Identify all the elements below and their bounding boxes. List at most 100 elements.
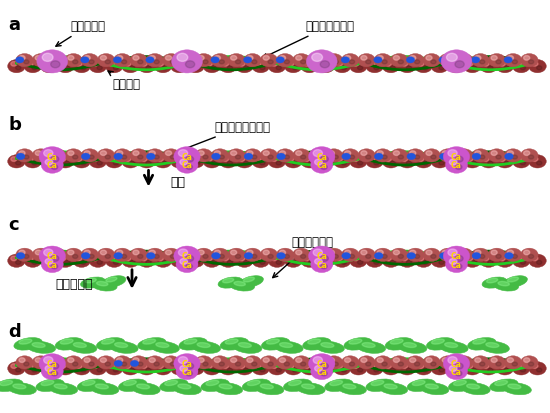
Circle shape — [211, 161, 216, 166]
Circle shape — [385, 62, 392, 67]
Circle shape — [81, 253, 90, 259]
Circle shape — [113, 368, 119, 372]
Circle shape — [146, 253, 155, 259]
Circle shape — [341, 368, 346, 372]
Text: b: b — [8, 116, 21, 134]
Circle shape — [130, 261, 135, 265]
Circle shape — [59, 256, 66, 261]
Text: Ca: Ca — [47, 367, 58, 376]
Circle shape — [174, 157, 180, 162]
Circle shape — [349, 61, 355, 65]
Circle shape — [410, 358, 416, 363]
Circle shape — [320, 256, 326, 261]
Ellipse shape — [214, 383, 243, 395]
Circle shape — [448, 249, 457, 256]
Circle shape — [504, 66, 509, 71]
Circle shape — [19, 251, 25, 255]
Circle shape — [130, 368, 135, 372]
Circle shape — [40, 255, 45, 259]
Circle shape — [439, 261, 444, 265]
Ellipse shape — [60, 339, 73, 344]
Circle shape — [35, 358, 41, 363]
Circle shape — [406, 368, 411, 372]
Circle shape — [398, 156, 404, 160]
Ellipse shape — [218, 278, 243, 288]
Circle shape — [105, 255, 111, 259]
Text: Ca: Ca — [451, 161, 462, 170]
Circle shape — [244, 57, 252, 64]
Circle shape — [398, 254, 416, 268]
Ellipse shape — [114, 343, 128, 348]
Circle shape — [222, 157, 229, 162]
Circle shape — [450, 256, 456, 261]
Circle shape — [439, 253, 448, 259]
Circle shape — [190, 62, 196, 67]
Ellipse shape — [349, 339, 362, 344]
Circle shape — [48, 150, 66, 163]
Circle shape — [186, 362, 192, 366]
Ellipse shape — [233, 342, 262, 354]
Circle shape — [491, 358, 497, 363]
Circle shape — [325, 66, 330, 71]
Circle shape — [24, 362, 42, 375]
Circle shape — [393, 57, 399, 61]
Ellipse shape — [371, 380, 384, 386]
Circle shape — [398, 362, 404, 366]
Circle shape — [309, 147, 335, 167]
Circle shape — [455, 55, 473, 68]
Circle shape — [513, 155, 530, 169]
Circle shape — [483, 256, 489, 261]
Circle shape — [157, 62, 163, 67]
Circle shape — [475, 251, 481, 255]
Circle shape — [450, 62, 456, 67]
Circle shape — [97, 161, 102, 166]
Circle shape — [239, 62, 245, 67]
Circle shape — [174, 364, 180, 368]
Circle shape — [520, 150, 538, 163]
Circle shape — [463, 362, 469, 366]
Circle shape — [504, 161, 509, 166]
Circle shape — [328, 152, 334, 156]
Circle shape — [114, 154, 123, 160]
Circle shape — [398, 60, 416, 74]
Circle shape — [24, 254, 42, 268]
Circle shape — [311, 157, 333, 174]
Ellipse shape — [229, 281, 255, 291]
Circle shape — [358, 150, 375, 163]
Ellipse shape — [338, 383, 366, 395]
Circle shape — [190, 256, 196, 261]
Circle shape — [284, 60, 302, 74]
Circle shape — [179, 55, 196, 68]
Circle shape — [446, 256, 468, 273]
Circle shape — [447, 155, 465, 169]
Circle shape — [146, 368, 151, 372]
Ellipse shape — [92, 281, 117, 291]
Circle shape — [325, 150, 343, 163]
Circle shape — [73, 156, 78, 160]
Circle shape — [496, 362, 501, 366]
Circle shape — [73, 155, 90, 169]
Circle shape — [350, 155, 367, 169]
Circle shape — [195, 66, 200, 71]
Circle shape — [141, 256, 147, 261]
Text: 移動: 移動 — [170, 175, 185, 188]
Circle shape — [186, 165, 192, 170]
Circle shape — [48, 368, 53, 372]
Circle shape — [459, 251, 465, 255]
Text: Ca: Ca — [182, 359, 192, 368]
Circle shape — [276, 261, 282, 265]
Circle shape — [472, 55, 490, 68]
Circle shape — [154, 255, 160, 259]
Circle shape — [496, 155, 514, 169]
Circle shape — [423, 356, 441, 369]
Circle shape — [496, 156, 501, 160]
Circle shape — [48, 249, 66, 262]
Circle shape — [64, 161, 70, 166]
Circle shape — [483, 157, 489, 162]
Circle shape — [51, 157, 59, 163]
Circle shape — [247, 152, 253, 156]
Circle shape — [203, 155, 221, 169]
Circle shape — [24, 156, 29, 160]
Circle shape — [382, 61, 387, 65]
Circle shape — [349, 362, 355, 366]
